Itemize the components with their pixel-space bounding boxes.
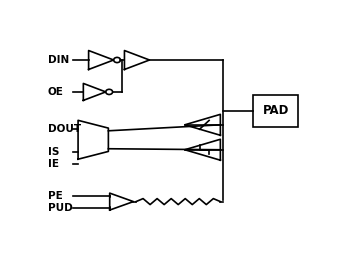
Text: PUD: PUD [48, 203, 72, 213]
Text: IE: IE [48, 159, 59, 169]
Text: DOUT: DOUT [48, 124, 81, 134]
Text: DIN: DIN [48, 55, 69, 65]
Text: IS: IS [48, 147, 59, 157]
Text: OE: OE [48, 87, 64, 97]
Bar [253, 95, 298, 127]
Text: PAD: PAD [262, 104, 289, 117]
Text: PE: PE [48, 191, 63, 201]
